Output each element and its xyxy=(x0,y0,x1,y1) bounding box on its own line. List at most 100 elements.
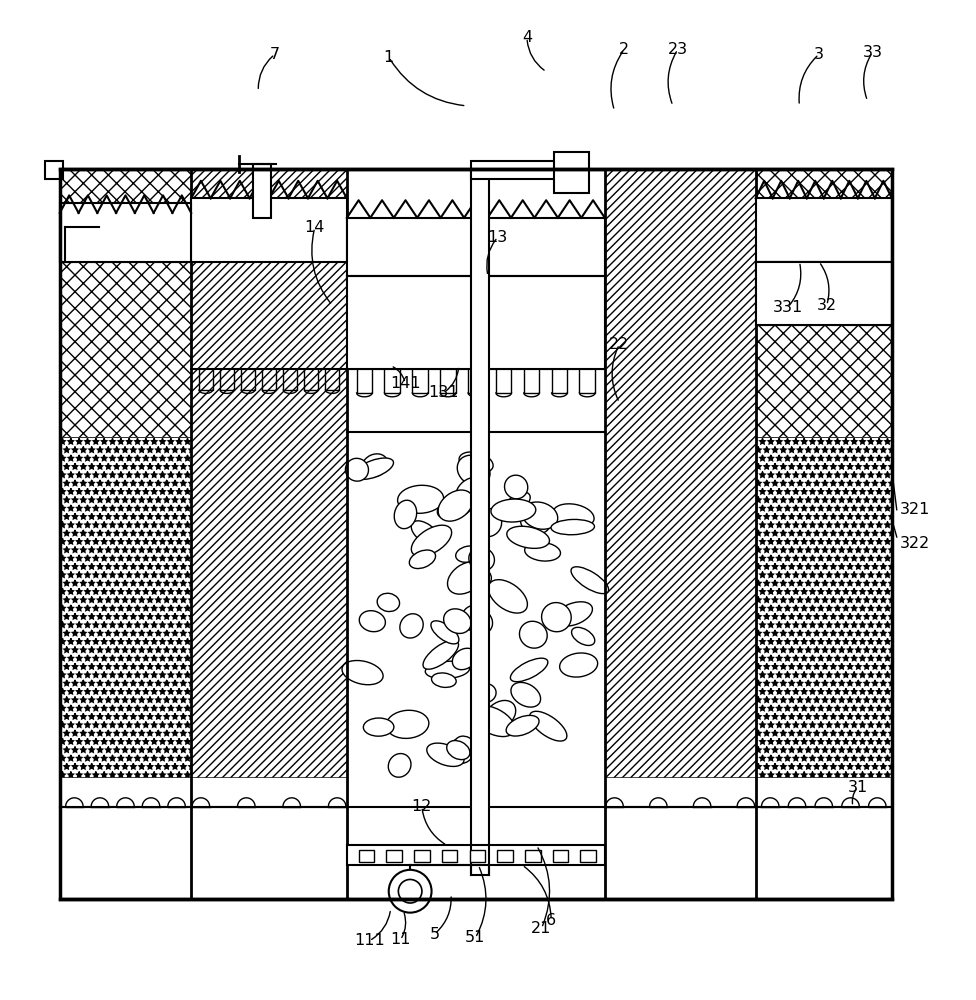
Ellipse shape xyxy=(452,648,476,670)
Text: 131: 131 xyxy=(428,385,459,400)
Text: 12: 12 xyxy=(412,799,432,814)
Text: 141: 141 xyxy=(390,376,421,391)
Ellipse shape xyxy=(572,627,594,645)
Text: 6: 6 xyxy=(547,913,556,928)
Ellipse shape xyxy=(377,593,399,612)
Bar xyxy=(346,432,605,777)
Ellipse shape xyxy=(519,621,548,648)
Text: 331: 331 xyxy=(773,300,803,315)
Bar xyxy=(346,276,605,369)
Ellipse shape xyxy=(505,475,528,499)
Bar xyxy=(605,169,755,899)
Text: 4: 4 xyxy=(522,30,532,45)
Text: 111: 111 xyxy=(354,933,385,948)
Text: 1: 1 xyxy=(384,50,394,65)
Ellipse shape xyxy=(342,661,384,685)
Bar xyxy=(60,203,191,262)
Ellipse shape xyxy=(394,500,417,529)
Bar xyxy=(755,437,892,777)
Bar xyxy=(755,169,892,437)
Text: 21: 21 xyxy=(531,921,551,936)
Ellipse shape xyxy=(448,738,474,763)
Ellipse shape xyxy=(507,526,549,548)
Text: 5: 5 xyxy=(429,927,439,942)
Bar xyxy=(755,262,892,325)
Bar xyxy=(358,850,374,862)
Ellipse shape xyxy=(454,736,475,755)
Ellipse shape xyxy=(346,458,369,481)
Ellipse shape xyxy=(409,550,435,569)
Ellipse shape xyxy=(437,497,472,519)
Ellipse shape xyxy=(488,580,527,613)
Ellipse shape xyxy=(431,673,456,687)
Ellipse shape xyxy=(431,621,459,644)
Ellipse shape xyxy=(400,614,424,638)
Ellipse shape xyxy=(447,562,485,594)
Ellipse shape xyxy=(552,504,594,528)
Text: 31: 31 xyxy=(848,780,868,795)
Ellipse shape xyxy=(474,684,496,703)
Bar xyxy=(525,850,541,862)
Bar xyxy=(554,152,590,193)
Bar xyxy=(45,161,62,179)
Bar xyxy=(346,845,605,865)
Ellipse shape xyxy=(551,519,594,535)
Ellipse shape xyxy=(427,743,464,766)
Ellipse shape xyxy=(510,658,548,682)
Text: 13: 13 xyxy=(488,230,508,245)
Ellipse shape xyxy=(510,682,541,707)
Ellipse shape xyxy=(456,477,485,504)
Bar xyxy=(254,164,271,218)
Ellipse shape xyxy=(386,710,428,738)
Ellipse shape xyxy=(411,525,452,556)
Ellipse shape xyxy=(462,605,490,632)
Ellipse shape xyxy=(388,754,411,777)
Ellipse shape xyxy=(397,485,444,513)
Ellipse shape xyxy=(444,609,471,633)
Bar xyxy=(755,169,892,899)
Ellipse shape xyxy=(423,640,459,669)
Bar xyxy=(386,850,402,862)
Text: 7: 7 xyxy=(269,47,280,62)
Ellipse shape xyxy=(362,454,387,477)
Bar xyxy=(581,850,596,862)
Ellipse shape xyxy=(522,502,557,529)
Ellipse shape xyxy=(471,706,514,737)
Ellipse shape xyxy=(530,711,567,741)
Bar xyxy=(346,218,605,281)
Ellipse shape xyxy=(542,603,571,632)
Text: 51: 51 xyxy=(466,930,485,945)
Ellipse shape xyxy=(359,611,386,632)
Ellipse shape xyxy=(411,521,439,545)
Bar xyxy=(346,169,605,432)
Ellipse shape xyxy=(456,546,480,562)
Bar xyxy=(60,437,191,777)
Bar xyxy=(191,169,346,777)
Bar xyxy=(60,169,892,899)
Circle shape xyxy=(398,879,422,903)
Ellipse shape xyxy=(426,661,469,679)
Bar xyxy=(191,198,346,262)
Ellipse shape xyxy=(484,700,515,730)
Bar xyxy=(346,169,605,899)
Bar xyxy=(755,262,892,325)
Bar xyxy=(605,169,755,777)
Bar xyxy=(414,850,429,862)
Bar xyxy=(60,213,191,262)
Text: 32: 32 xyxy=(817,298,836,313)
Ellipse shape xyxy=(491,499,536,522)
Text: 11: 11 xyxy=(390,932,411,947)
Ellipse shape xyxy=(459,452,493,473)
Text: 322: 322 xyxy=(900,536,930,551)
Bar xyxy=(471,169,489,875)
Text: 2: 2 xyxy=(619,42,630,57)
Ellipse shape xyxy=(354,458,393,479)
Bar xyxy=(442,850,458,862)
Ellipse shape xyxy=(571,567,609,594)
Text: 3: 3 xyxy=(814,47,824,62)
Bar xyxy=(60,169,191,437)
Ellipse shape xyxy=(507,492,530,511)
Bar xyxy=(469,850,485,862)
Text: 321: 321 xyxy=(900,502,930,517)
Text: 22: 22 xyxy=(609,337,630,352)
